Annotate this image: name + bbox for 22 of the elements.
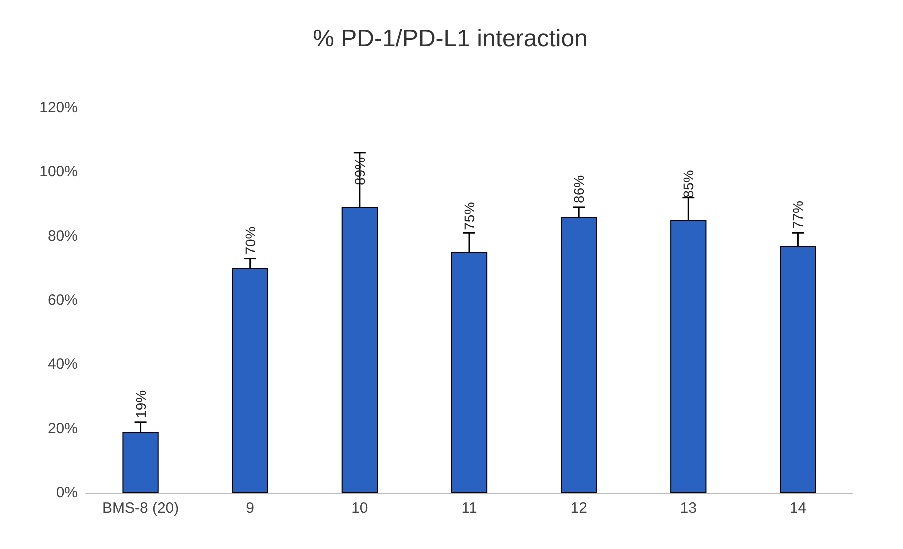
chart-title: % PD-1/PD-L1 interaction (313, 26, 588, 52)
y-tick-label: 120% (40, 100, 78, 116)
x-tick-label: 9 (246, 500, 255, 517)
data-label: 86% (571, 175, 588, 204)
y-tick-label: 0% (56, 484, 78, 502)
data-label: 77% (790, 201, 806, 230)
y-tick-label: 100% (40, 164, 78, 181)
data-label: 89% (352, 157, 368, 186)
y-tick-label: 40% (48, 356, 78, 374)
x-tick-label: 11 (462, 500, 478, 517)
x-tick-label: 14 (790, 500, 807, 517)
x-tick-label: 13 (680, 500, 697, 517)
x-tick-label: BMS-8 (20) (102, 500, 180, 517)
data-label: 70% (242, 226, 258, 255)
y-tick-label: 60% (48, 292, 78, 309)
data-label: 85% (680, 170, 697, 198)
y-tick-label: 20% (48, 420, 78, 438)
x-tick-label: 10 (352, 500, 368, 517)
x-tick-label: 12 (570, 500, 588, 517)
data-label: 75% (462, 202, 478, 230)
y-tick-label: 80% (48, 228, 78, 245)
data-label: 19% (132, 390, 149, 418)
